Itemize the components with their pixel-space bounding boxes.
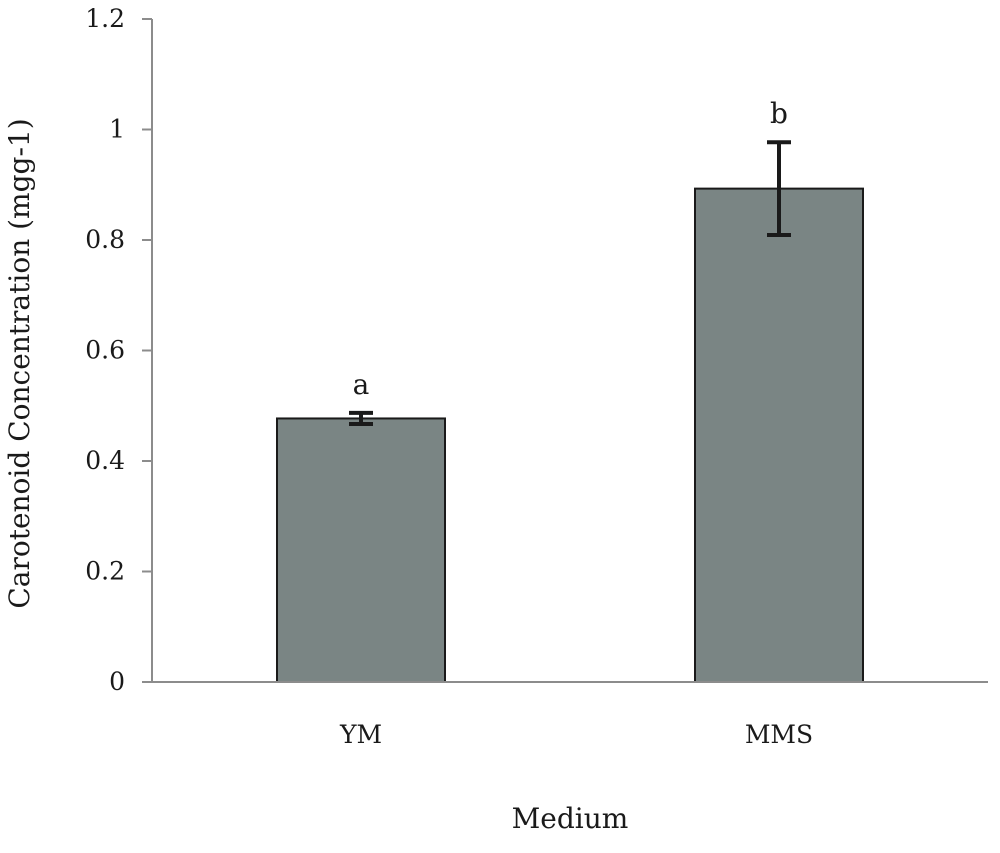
error-bars xyxy=(349,140,791,426)
bar-ym xyxy=(276,417,446,683)
y-tick-label: 0.2 xyxy=(85,557,125,586)
y-tick-label: 0.8 xyxy=(85,225,125,254)
y-axis-title: Carotenoid Concentration (mgg-1) xyxy=(3,118,36,608)
x-axis-category-labels: YM MMS xyxy=(339,720,813,749)
y-axis-ticks: 0 0.2 0.4 0.6 0.8 1 1.2 xyxy=(85,4,152,696)
significance-label: a xyxy=(353,368,370,401)
significance-label: b xyxy=(770,97,788,130)
bar-mms xyxy=(694,187,864,683)
y-tick-label: 0.4 xyxy=(85,446,125,475)
x-category-label: MMS xyxy=(745,720,813,749)
y-tick-label: 1.2 xyxy=(85,4,125,33)
bars xyxy=(276,187,864,683)
y-tick-label: 1 xyxy=(109,115,125,144)
x-category-label: YM xyxy=(339,720,382,749)
x-axis-title: Medium xyxy=(512,802,629,835)
y-tick-label: 0.6 xyxy=(85,336,125,365)
significance-labels: ab xyxy=(353,97,788,401)
y-tick-label: 0 xyxy=(109,667,125,696)
